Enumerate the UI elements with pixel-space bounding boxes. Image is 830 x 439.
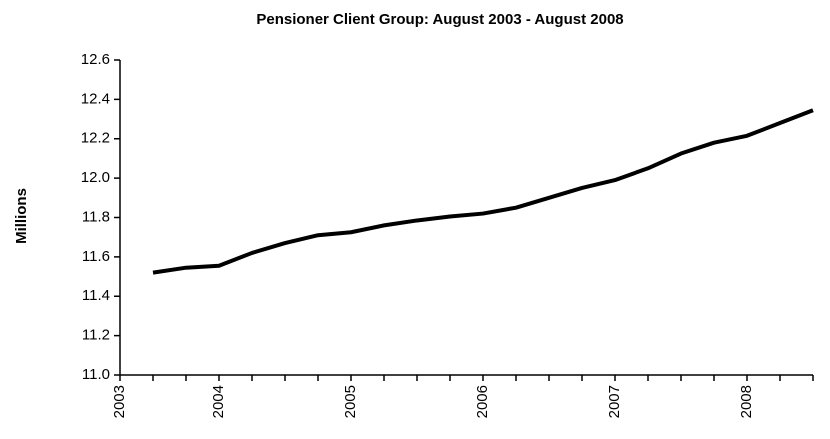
y-tick-label: 11.4 bbox=[82, 287, 110, 304]
y-tick-label: 11.8 bbox=[82, 208, 110, 225]
y-tick-label: 12.6 bbox=[81, 51, 110, 68]
chart-title: Pensioner Client Group: August 2003 - Au… bbox=[256, 11, 623, 28]
y-tick-label: 11.2 bbox=[82, 327, 110, 344]
x-tick-label: 2005 bbox=[342, 385, 359, 418]
y-tick-label: 11.0 bbox=[82, 366, 110, 383]
x-tick-label: 2006 bbox=[474, 385, 491, 418]
y-tick-label: 12.2 bbox=[81, 130, 110, 147]
y-tick-label: 11.6 bbox=[82, 248, 110, 265]
x-tick-label: 2007 bbox=[606, 385, 623, 418]
y-tick-label: 12.0 bbox=[81, 169, 110, 186]
x-tick-label: 2004 bbox=[210, 385, 227, 418]
data-line bbox=[152, 108, 814, 275]
x-tick-label: 2008 bbox=[738, 385, 755, 418]
y-tick-label: 12.4 bbox=[81, 90, 110, 107]
x-tick-label: 2003 bbox=[111, 385, 128, 418]
y-axis-title: Millions bbox=[13, 188, 30, 244]
